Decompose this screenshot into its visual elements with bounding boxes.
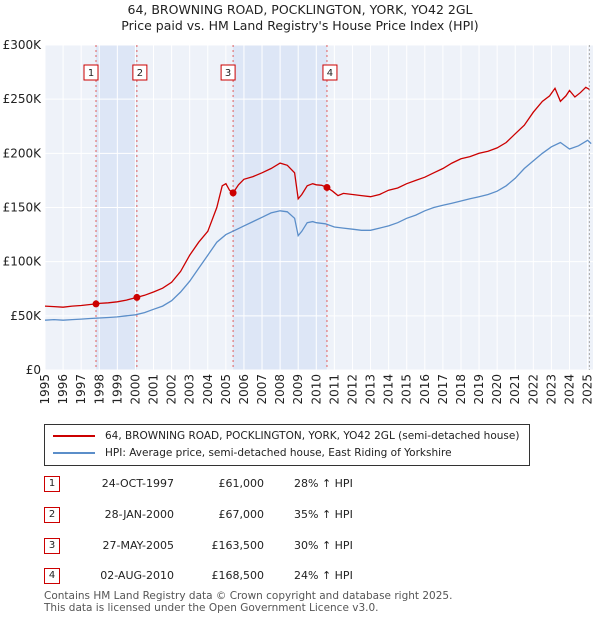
- sale-number-badge: 4: [44, 568, 60, 584]
- x-tick-label: 2011: [327, 374, 341, 405]
- sale-number-badge: 3: [44, 538, 60, 554]
- sale-point: [229, 189, 237, 197]
- x-tick-label: 2023: [544, 374, 558, 405]
- x-tick-label: 2024: [562, 374, 576, 405]
- hpi-line: [44, 139, 592, 321]
- sale-number-badge: 2: [44, 507, 60, 523]
- x-tick-label: 1996: [56, 374, 70, 405]
- y-tick-label: £300K: [3, 38, 43, 52]
- legend-label-hpi: HPI: Average price, semi-detached house,…: [105, 447, 452, 459]
- sale-point: [133, 293, 141, 301]
- y-tick-label: £50K: [10, 309, 42, 323]
- sale-hpi-diff: 28% ↑ HPI: [294, 477, 353, 490]
- sale-number-label: 3: [225, 68, 231, 79]
- sale-point: [92, 300, 100, 308]
- x-tick-label: 2005: [219, 374, 233, 405]
- sale-date: 24-OCT-1997: [101, 477, 174, 490]
- sale-number-box: [322, 64, 338, 81]
- x-tick-label: 1998: [92, 374, 106, 405]
- sale-date: 02-AUG-2010: [100, 569, 174, 582]
- price-chart: 64, BROWNING ROAD, POCKLINGTON, YORK, YO…: [3, 2, 595, 405]
- x-tick-label: 2012: [345, 374, 359, 405]
- x-tick-label: 2022: [526, 374, 540, 405]
- sale-hpi-diff: 30% ↑ HPI: [294, 539, 353, 552]
- footer-licence: This data is licensed under the Open Gov…: [44, 602, 379, 614]
- x-tick-label: 2016: [418, 374, 432, 405]
- x-tick-label: 2001: [147, 374, 161, 405]
- chart-title: 64, BROWNING ROAD, POCKLINGTON, YORK, YO…: [128, 2, 473, 17]
- sale-number-badge: 1: [44, 476, 60, 492]
- sale-price: £163,500: [211, 539, 265, 552]
- x-tick-label: 2020: [490, 374, 504, 405]
- x-tick-label: 2002: [165, 374, 179, 405]
- sale-date: 28-JAN-2000: [104, 508, 174, 521]
- property-price-line: [44, 86, 590, 308]
- x-tick-label: 2006: [237, 374, 251, 405]
- x-tick-label: 2008: [273, 374, 287, 405]
- legend-line-blue-icon: [53, 452, 95, 454]
- sale-number-label: 1: [88, 68, 94, 79]
- chart-subtitle: Price paid vs. HM Land Registry's House …: [121, 18, 478, 33]
- x-tick-label: 1999: [110, 374, 124, 405]
- y-tick-label: £200K: [3, 146, 43, 160]
- sale-hpi-diff: 24% ↑ HPI: [294, 569, 353, 582]
- sale-number-label: 4: [327, 68, 333, 79]
- sale-number-box: [220, 64, 236, 81]
- legend-line-red-icon: [53, 435, 95, 437]
- x-tick-label: 2025: [581, 374, 595, 405]
- x-tick-label: 2007: [255, 374, 269, 405]
- x-tick-label: 1997: [74, 374, 88, 405]
- y-tick-label: £100K: [3, 255, 43, 269]
- x-tick-label: 1995: [38, 374, 52, 405]
- x-tick-label: 2015: [400, 374, 414, 405]
- x-tick-label: 2009: [291, 374, 305, 405]
- x-tick-label: 2003: [183, 374, 197, 405]
- sale-price: £67,000: [218, 508, 265, 521]
- x-tick-label: 2018: [454, 374, 468, 405]
- x-tick-label: 2014: [382, 374, 396, 405]
- sale-point: [323, 183, 331, 191]
- sale-number-label: 2: [137, 68, 143, 79]
- x-tick-label: 2021: [508, 374, 522, 405]
- legend-label-property: 64, BROWNING ROAD, POCKLINGTON, YORK, YO…: [105, 430, 520, 442]
- x-tick-label: 2013: [364, 374, 378, 405]
- sale-number-box: [83, 64, 99, 81]
- sale-hpi-diff: 35% ↑ HPI: [294, 508, 353, 521]
- x-tick-label: 2019: [472, 374, 486, 405]
- y-tick-label: £0: [26, 363, 41, 377]
- y-tick-label: £250K: [3, 92, 43, 106]
- x-tick-label: 2004: [201, 374, 215, 405]
- sale-price: £61,000: [218, 477, 265, 490]
- x-tick-label: 2017: [436, 374, 450, 405]
- x-tick-label: 2010: [309, 374, 323, 405]
- x-tick-label: 2000: [128, 374, 142, 405]
- sale-date: 27-MAY-2005: [102, 539, 174, 552]
- footer-copyright: Contains HM Land Registry data © Crown c…: [44, 590, 453, 602]
- y-tick-label: £150K: [3, 201, 43, 215]
- legend: 64, BROWNING ROAD, POCKLINGTON, YORK, YO…: [44, 424, 530, 466]
- sale-number-box: [132, 64, 148, 81]
- sale-price: £168,500: [211, 569, 265, 582]
